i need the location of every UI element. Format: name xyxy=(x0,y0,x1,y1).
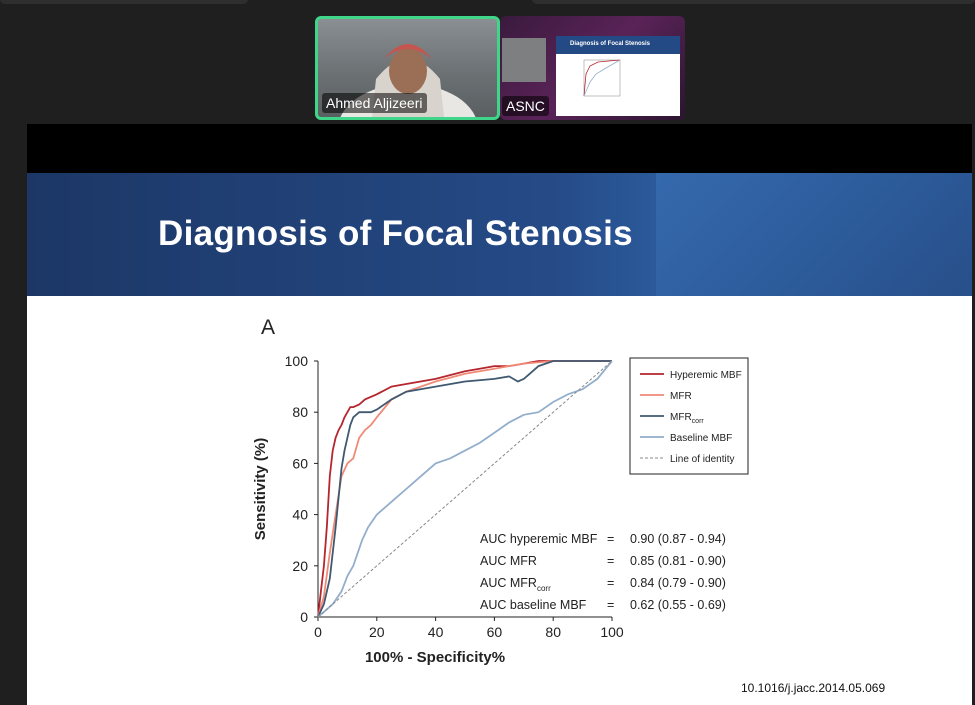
auc-label: AUC MFR xyxy=(480,554,537,568)
y-tick-label: 80 xyxy=(292,404,308,420)
x-tick-label: 20 xyxy=(369,624,385,640)
roc-chart: 0 20 40 60 80 100 0 20 40 60 80 100 100% - Specifici… xyxy=(252,353,749,666)
mini-slide-title: Diagnosis of Focal Stenosis xyxy=(556,36,680,54)
auc-label: AUC MFRcorr xyxy=(480,576,551,593)
x-tick-label: 60 xyxy=(487,624,503,640)
y-tick-label: 60 xyxy=(292,455,308,471)
chart-curves xyxy=(317,360,613,618)
auc-equals: = xyxy=(607,598,614,612)
auc-equals: = xyxy=(607,576,614,590)
speaker-video-tile[interactable]: Ahmed Aljizeeri xyxy=(315,16,500,120)
shared-screen-tile[interactable]: Diagnosis of Focal Stenosis ASNC xyxy=(500,16,685,120)
y-tick-label: 40 xyxy=(292,507,308,523)
y-tick-label: 100 xyxy=(285,353,309,369)
presentation-slide: Diagnosis of Focal Stenosis A 0 20 40 60 80 1… xyxy=(27,124,972,705)
auc-label: AUC hyperemic MBF xyxy=(480,532,598,546)
slide-header-band: Diagnosis of Focal Stenosis xyxy=(27,173,972,296)
auc-equals: = xyxy=(607,532,614,546)
panel-letter: A xyxy=(261,316,276,339)
slide-title: Diagnosis of Focal Stenosis xyxy=(158,214,633,253)
roc-curve-2 xyxy=(317,360,612,618)
x-tick-label: 100 xyxy=(600,624,624,640)
chart-axes: 0 20 40 60 80 100 0 20 40 60 80 100 100% - Specifici… xyxy=(252,353,624,666)
x-axis-title: 100% - Specificity% xyxy=(365,649,505,666)
y-axis-title: Sensitivity (%) xyxy=(252,438,269,541)
auc-table: AUC hyperemic MBF = 0.90 (0.87 - 0.94) AUC … xyxy=(480,532,726,612)
mini-presenter xyxy=(502,38,546,82)
x-tick-label: 80 xyxy=(545,624,561,640)
roc-curve-4 xyxy=(317,360,613,618)
auc-label: AUC baseline MBF xyxy=(480,598,587,612)
slide-black-band xyxy=(27,124,972,173)
auc-value: 0.84 (0.79 - 0.90) xyxy=(630,576,726,590)
auc-value: 0.62 (0.55 - 0.69) xyxy=(630,598,726,612)
y-tick-label: 0 xyxy=(300,609,308,625)
top-bar-right xyxy=(532,0,975,4)
x-tick-label: 0 xyxy=(314,624,322,640)
mini-chart-icon xyxy=(583,59,621,97)
auc-value: 0.85 (0.81 - 0.90) xyxy=(630,554,726,568)
legend-label: MFR xyxy=(670,391,692,402)
auc-equals: = xyxy=(607,554,614,568)
auc-value: 0.90 (0.87 - 0.94) xyxy=(630,532,726,546)
speaker-name-label: Ahmed Aljizeeri xyxy=(322,93,427,113)
legend-label: Baseline MBF xyxy=(670,433,732,444)
y-tick-label: 20 xyxy=(292,558,308,574)
mini-slide: Diagnosis of Focal Stenosis xyxy=(556,36,680,116)
slide-header-accent xyxy=(656,173,972,296)
shared-screen-label: ASNC xyxy=(502,96,549,116)
doi-reference: 10.1016/j.jacc.2014.05.069 xyxy=(741,681,886,695)
legend-label: Hyperemic MBF xyxy=(670,370,742,381)
roc-curve-3 xyxy=(317,360,613,618)
legend-label: Line of identity xyxy=(670,454,735,465)
x-tick-label: 40 xyxy=(428,624,444,640)
top-bar-left xyxy=(0,0,248,4)
